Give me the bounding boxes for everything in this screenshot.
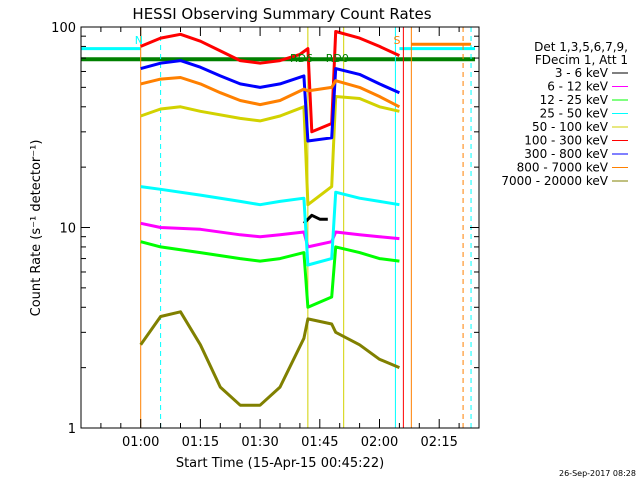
legend-label-4: 25 - 50 keV <box>540 107 609 121</box>
series-line-8 <box>140 76 401 109</box>
legend-label-8: 800 - 7000 keV <box>517 161 609 175</box>
annotation-s: S <box>393 34 400 47</box>
x-tick-label-0215: 02:15 <box>420 435 457 450</box>
legend-label-6: 100 - 300 keV <box>524 134 608 148</box>
legend-header-line-2: FDecim 1, Att 1 <box>535 53 628 67</box>
x-tick-label-0115: 01:15 <box>182 435 219 450</box>
status-bars <box>81 42 476 62</box>
y-tick-label-10: 10 <box>59 222 76 237</box>
annotations-layer: N RD6 RD0 S <box>135 34 401 65</box>
legend-label-9: 7000 - 20000 keV <box>501 174 608 188</box>
series-line-7 <box>140 59 401 143</box>
x-tick-label-0100: 01:00 <box>122 435 159 450</box>
chart-title: HESSI Observing Summary Count Rates <box>132 5 431 23</box>
legend-label-3: 12 - 25 keV <box>540 93 609 107</box>
series-line-1 <box>302 213 328 225</box>
annotation-rd6: RD6 <box>290 52 313 65</box>
y-axis-label: Count Rate (s⁻¹ detector⁻¹) <box>29 140 44 317</box>
series-line-5 <box>140 95 400 207</box>
legend-label-7: 300 - 800 keV <box>524 147 608 161</box>
legend-label-5: 50 - 100 keV <box>532 120 609 134</box>
x-tick-label-0200: 02:00 <box>361 435 398 450</box>
annotation-n: N <box>135 34 143 47</box>
y-tick-label-1: 1 <box>68 422 76 437</box>
legend-label-1: 3 - 6 keV <box>555 66 609 80</box>
legend-label-2: 6 - 12 keV <box>547 80 609 94</box>
series-layer <box>139 30 401 407</box>
legend: Det 1,3,5,6,7,9, FDecim 1, Att 1 3 - 6 k… <box>501 40 628 188</box>
series-line-4 <box>140 185 400 267</box>
x-axis: 01:00 01:15 01:30 01:45 02:00 02:15 <box>80 27 480 450</box>
annotation-rd0: RD0 <box>326 52 349 65</box>
series-line-3 <box>140 240 400 309</box>
legend-header-line-1: Det 1,3,5,6,7,9, <box>534 40 628 54</box>
series-line-6 <box>140 30 401 134</box>
series-line-9 <box>139 310 400 407</box>
x-tick-label-0145: 01:45 <box>301 435 338 450</box>
x-axis-label: Start Time (15-Apr-15 00:45:22) <box>176 456 384 471</box>
footer-timestamp: 26-Sep-2017 08:28 <box>559 469 636 478</box>
y-axis: 1 10 100 <box>51 21 479 437</box>
y-tick-label-100: 100 <box>51 21 76 36</box>
x-tick-label-0130: 01:30 <box>241 435 278 450</box>
series-line-2 <box>140 221 400 249</box>
